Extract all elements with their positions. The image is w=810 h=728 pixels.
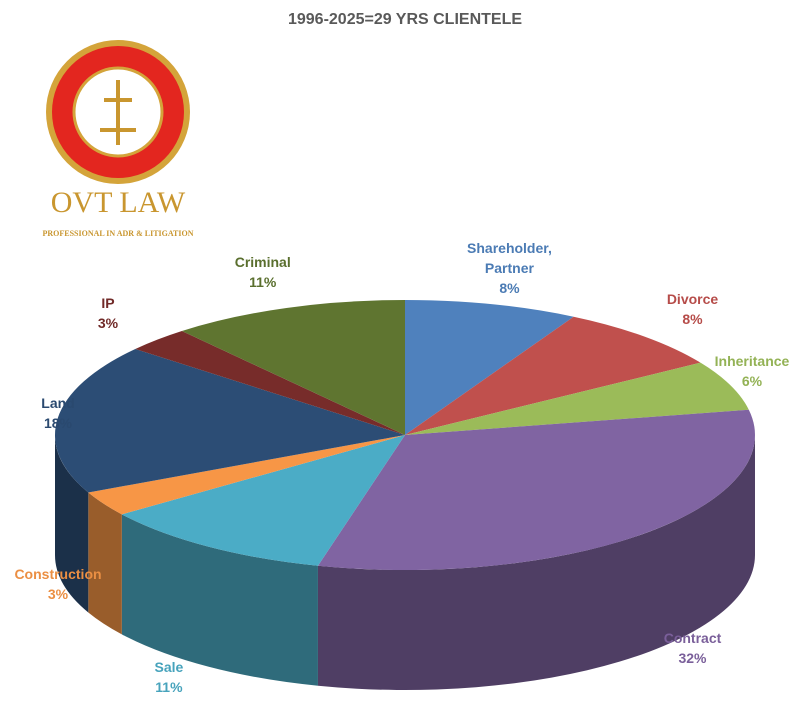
category-label: Contract — [663, 630, 722, 647]
data-label: Inheritance 6% — [696, 351, 808, 391]
logo-tagline: PROFESSIONAL IN ADR & LITIGATION — [43, 229, 194, 238]
data-label: Shareholder, Partner 8% — [453, 238, 565, 298]
category-label: Inheritance — [714, 353, 790, 370]
slice-side — [55, 435, 89, 613]
data-label: Divorce 8% — [637, 289, 749, 329]
value-label: 8% — [499, 279, 520, 296]
category-label: Criminal — [234, 254, 291, 271]
value-label: 6% — [741, 373, 763, 390]
slice — [405, 316, 701, 435]
value-label: 11% — [249, 274, 277, 291]
value-label: 3% — [47, 586, 69, 603]
value-label: 32% — [678, 650, 707, 667]
value-label: 3% — [97, 314, 119, 331]
data-label: Sale 11% — [113, 657, 225, 697]
slice — [181, 300, 405, 435]
data-label: Criminal 11% — [207, 252, 319, 292]
category-label: Construction — [14, 566, 102, 583]
slice — [405, 300, 574, 435]
category-label: Shareholder, Partner — [467, 239, 552, 276]
slice — [405, 362, 749, 435]
category-label: Land — [41, 395, 75, 412]
category-label: IP — [101, 294, 115, 311]
slice-side — [88, 492, 122, 635]
logo-name: OVT LAW — [51, 186, 186, 219]
logo: OVT LAW PROFESSIONAL IN ADR & LITIGATION — [43, 40, 194, 238]
slice-side — [317, 435, 755, 690]
data-label: Construction 3% — [2, 564, 114, 604]
data-label: IP 3% — [52, 293, 164, 333]
category-label: Divorce — [666, 291, 719, 308]
slice — [55, 348, 405, 493]
logo-scale — [100, 80, 136, 145]
slice — [135, 330, 405, 435]
slice-side — [121, 514, 318, 686]
value-label: 8% — [682, 311, 703, 328]
chart-title: 1996-2025=29 YRS CLIENTELE — [288, 11, 522, 28]
data-label: Land 18% — [2, 393, 114, 433]
data-label: Contract 32% — [637, 628, 749, 668]
value-label: 18% — [43, 415, 73, 432]
slice — [88, 435, 405, 515]
value-label: 11% — [155, 679, 183, 696]
category-label: Sale — [154, 659, 184, 676]
slice — [317, 409, 755, 570]
slice — [121, 435, 405, 566]
